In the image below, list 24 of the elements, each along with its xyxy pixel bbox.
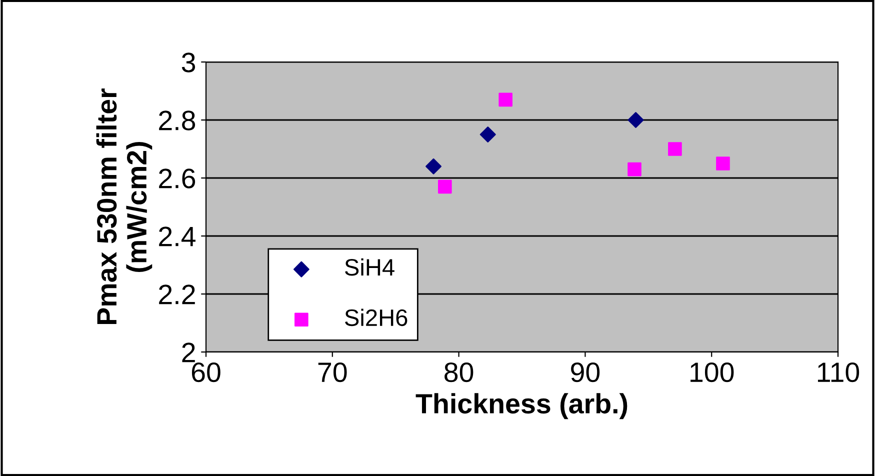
legend-label: SiH4 [344, 258, 394, 276]
y-tick-label: 2.4 [159, 226, 196, 246]
y-axis-title: Pmax 530nm filter (mW/cm2) [96, 88, 152, 324]
point [480, 126, 496, 142]
x-tick-label: 70 [318, 362, 347, 382]
x-tick-label: 100 [690, 362, 734, 382]
point [498, 92, 512, 107]
x-tick-label: 60 [192, 362, 220, 382]
point [628, 112, 644, 128]
y-tick-label: 2.8 [159, 110, 196, 130]
y-tick-label: 2 [182, 342, 195, 362]
x-tick-label: 110 [818, 362, 860, 382]
y-tick-label: 3 [182, 52, 196, 72]
y-tick-label: 2.6 [159, 168, 196, 188]
point [716, 156, 730, 170]
x-axis-title: Thickness (arb.) [416, 393, 628, 420]
x-tick-label: 90 [571, 362, 600, 382]
point [438, 180, 452, 194]
point [426, 158, 442, 174]
y-tick-label: 2.2 [159, 284, 195, 304]
point [628, 162, 642, 176]
legend-label: Si2H6 [344, 308, 408, 326]
x-tick-label: 80 [444, 362, 474, 382]
point [668, 142, 682, 156]
